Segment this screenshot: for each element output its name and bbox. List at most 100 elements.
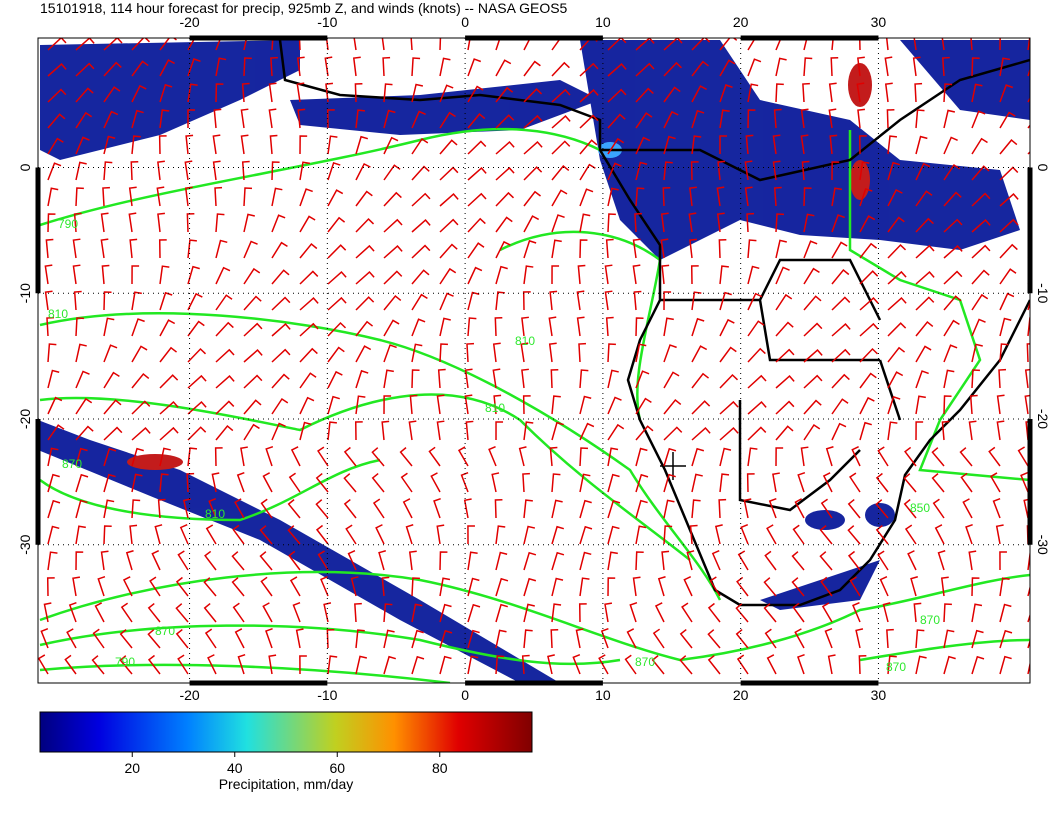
wind-barb (548, 342, 557, 363)
wind-barb (624, 654, 637, 675)
wind-barb (523, 60, 541, 77)
wind-barb (970, 38, 973, 51)
wind-barb (47, 88, 67, 103)
wind-barb (820, 498, 833, 519)
wind-barb (660, 212, 669, 233)
wind-barb (100, 550, 109, 571)
wind-barb (212, 160, 221, 181)
wind-barb (551, 265, 560, 285)
wind-barb (971, 110, 986, 129)
wind-barb (467, 551, 478, 571)
wind-barb (635, 473, 649, 493)
wind-barb (236, 471, 245, 493)
axes: -20 -20 -10 -10 0 0 10 10 20 20 30 30 0 0 -10 -10 -20 -20… (17, 14, 1051, 703)
wind-barb (1025, 420, 1030, 441)
wind-barb (661, 264, 670, 285)
wind-barb (912, 56, 921, 77)
lon-tick-label: 10 (595, 687, 611, 703)
wind-barb (775, 400, 795, 415)
wind-barb (820, 576, 833, 597)
wind-barb (159, 319, 176, 337)
wind-barb (943, 83, 953, 103)
wind-barb (943, 295, 962, 311)
wind-barb (299, 421, 312, 441)
wind-barb (635, 525, 647, 545)
wind-barb (355, 345, 372, 363)
wind-barb (743, 498, 752, 519)
wind-barb (355, 244, 375, 259)
wind-barb (131, 291, 142, 311)
wind-barb (343, 446, 357, 467)
wind-barb (877, 446, 889, 467)
wind-barb (632, 576, 641, 597)
wind-barb (355, 190, 373, 207)
wind-barb (47, 113, 66, 129)
wind-barb (439, 193, 459, 207)
wind-barb (103, 426, 123, 441)
wind-barb (797, 471, 806, 493)
wind-barb (467, 629, 480, 649)
wind-barb (187, 38, 203, 51)
wind-barb (215, 425, 234, 441)
wind-barb (47, 63, 67, 77)
wind-barb (775, 348, 795, 363)
wind-barb (131, 38, 150, 51)
wind-barb (243, 267, 261, 285)
wind-barb (47, 137, 64, 155)
wind-barb (75, 551, 84, 571)
wind-barb (439, 84, 454, 103)
wind-barb (943, 344, 958, 363)
wind-barb (800, 446, 809, 467)
wind-barb (996, 420, 1005, 441)
wind-barb (736, 654, 749, 675)
colorbar-ticks: 20 40 60 80 (124, 752, 448, 776)
lat-tick-label: 0 (1035, 164, 1051, 172)
wind-barb (203, 577, 217, 597)
wind-barb (740, 523, 749, 545)
wind-barb (234, 628, 245, 649)
contour-label: 870 (155, 624, 175, 638)
wind-barb (269, 134, 278, 155)
wind-barb (847, 525, 861, 545)
wind-barb (745, 134, 754, 155)
wind-barb (735, 629, 749, 649)
wind-barb (159, 265, 170, 285)
wind-barb (439, 603, 452, 623)
wind-barb (940, 576, 949, 597)
wind-barb (744, 186, 753, 207)
wind-barb (299, 270, 319, 285)
wind-barb (159, 447, 171, 467)
wind-barb (243, 187, 253, 207)
lat-tick-label: -30 (1035, 535, 1051, 555)
wind-barb (691, 426, 711, 441)
grid (38, 38, 1030, 683)
wind-barb (467, 525, 475, 545)
wind-barb (260, 498, 273, 519)
wind-barb (149, 576, 161, 597)
contour-label: 870 (62, 457, 82, 471)
wind-barb (663, 135, 676, 155)
wind-barb (383, 245, 403, 259)
wind-barb (744, 160, 753, 181)
wind-barb (822, 472, 833, 493)
wind-barb (411, 655, 425, 675)
wind-barb (719, 318, 735, 337)
wind-barb (439, 292, 454, 311)
wind-barb (325, 38, 329, 51)
wind-barb (607, 187, 619, 207)
wind-barb (271, 161, 280, 181)
wind-barb (495, 603, 508, 623)
wind-barb (120, 602, 133, 623)
wind-barb (92, 628, 105, 649)
wind-barb (411, 577, 420, 597)
wind-barb (550, 368, 559, 389)
wind-barb (576, 316, 585, 337)
wind-barb (243, 399, 262, 415)
wind-barb (1027, 551, 1030, 571)
wind-barb (327, 270, 347, 285)
wind-barb (411, 83, 424, 103)
wind-barb (383, 270, 403, 285)
wind-barb (551, 239, 562, 259)
wind-barb (859, 270, 879, 285)
wind-barb (290, 446, 301, 467)
